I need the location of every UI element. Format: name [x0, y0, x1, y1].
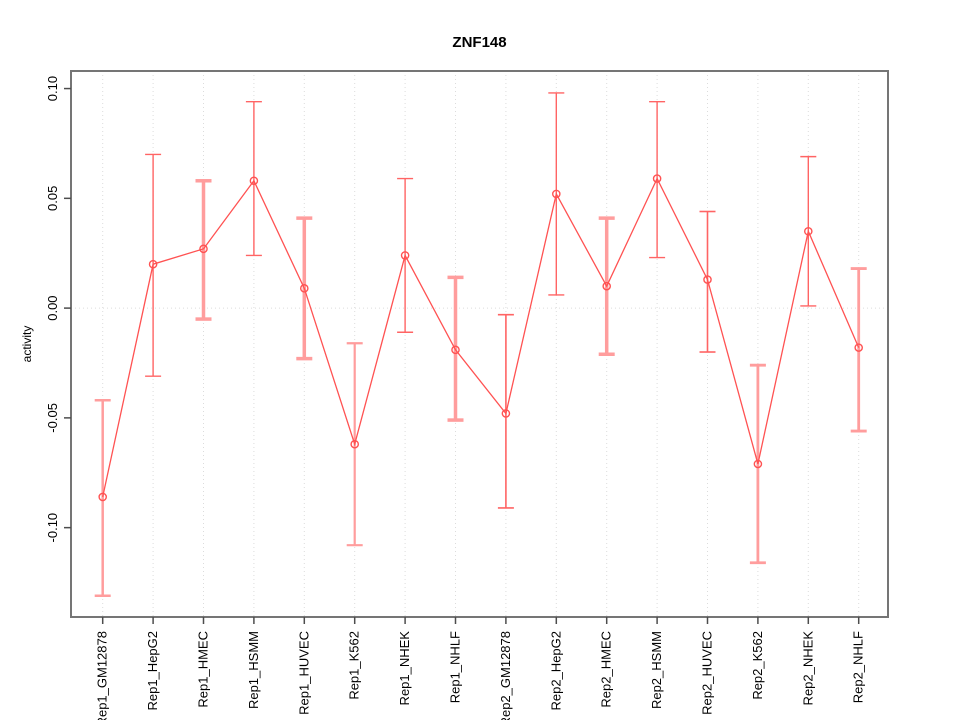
data-point — [400, 251, 410, 260]
data-point — [199, 244, 208, 254]
data-point — [249, 176, 259, 186]
x-tick-label: Rep2_HUVEC — [700, 631, 715, 715]
x-tick-label: Rep1_HepG2 — [145, 631, 160, 711]
x-tick-label: Rep1_HSMM — [246, 631, 261, 709]
chart-title: ZNF148 — [452, 34, 507, 51]
y-tick-label: 0.10 — [45, 76, 60, 101]
data-point — [602, 281, 612, 291]
x-tick-label: Rep2_K562 — [750, 631, 765, 700]
x-tick-label: Rep2_NHEK — [800, 631, 815, 706]
plot-box — [70, 70, 889, 618]
x-tick-label: Rep1_NHLF — [448, 631, 463, 703]
x-tick-label: Rep2_HMEC — [599, 631, 614, 708]
data-point — [350, 439, 360, 449]
data-point — [552, 189, 561, 199]
data-point — [501, 409, 511, 418]
data-point — [299, 284, 309, 293]
y-tick-label: 0.00 — [45, 295, 60, 320]
x-tick-label: Rep2_NHLF — [851, 631, 866, 703]
x-tick-label: Rep2_GM12878 — [498, 631, 513, 720]
data-point — [148, 259, 158, 269]
x-tick-label: Rep1_GM12878 — [95, 631, 110, 720]
y-tick-label: -0.10 — [45, 513, 60, 543]
y-tick-label: -0.05 — [45, 403, 60, 433]
y-tick-label: 0.05 — [45, 186, 60, 211]
data-point — [804, 226, 813, 236]
x-tick-label: Rep2_HepG2 — [548, 631, 563, 711]
data-point — [854, 343, 864, 352]
x-tick-label: Rep1_NHEK — [397, 631, 412, 706]
x-tick-label: Rep1_K562 — [347, 631, 362, 700]
x-tick-label: Rep1_HUVEC — [296, 631, 311, 715]
x-tick-label: Rep2_HSMM — [649, 631, 664, 709]
series-line — [102, 177, 860, 498]
data-point — [753, 459, 763, 469]
data-point — [451, 345, 460, 355]
data-point — [652, 174, 662, 183]
data-point — [703, 275, 712, 284]
data-point — [98, 492, 107, 502]
x-tick-label: Rep1_HMEC — [196, 631, 211, 708]
